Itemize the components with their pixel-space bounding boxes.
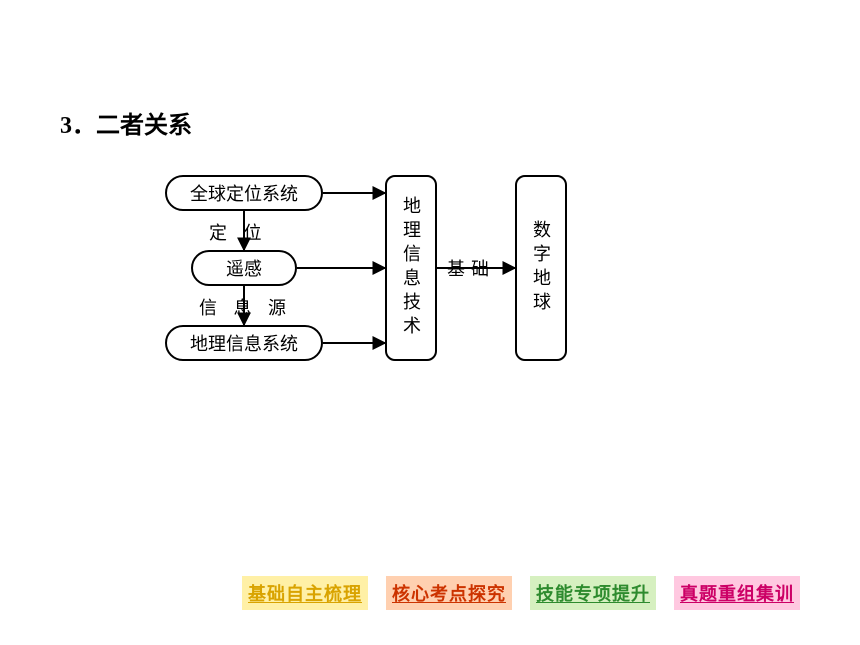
node-geo-info-tech: 地理信息技术 [385,175,437,361]
edge-label-info-source: 信 息 源 [199,294,292,320]
relationship-diagram: 全球定位系统 遥感 地理信息系统 地理信息技术 数字地球 定 位 信 息 源 基… [165,175,665,395]
node-gps: 全球定位系统 [165,175,323,211]
footer-tab-bar: 基础自主梳理 核心考点探究 技能专项提升 真题重组集训 [242,576,800,610]
node-gis: 地理信息系统 [165,325,323,361]
section-title: 3．二者关系 [60,105,192,140]
edge-label-basis: 基础 [447,255,495,281]
tab-exam[interactable]: 真题重组集训 [674,576,800,610]
node-remote-sensing: 遥感 [191,250,297,286]
tab-skills[interactable]: 技能专项提升 [530,576,656,610]
node-digital-earth: 数字地球 [515,175,567,361]
tab-basics[interactable]: 基础自主梳理 [242,576,368,610]
tab-core[interactable]: 核心考点探究 [386,576,512,610]
edge-label-positioning: 定 位 [209,219,268,245]
